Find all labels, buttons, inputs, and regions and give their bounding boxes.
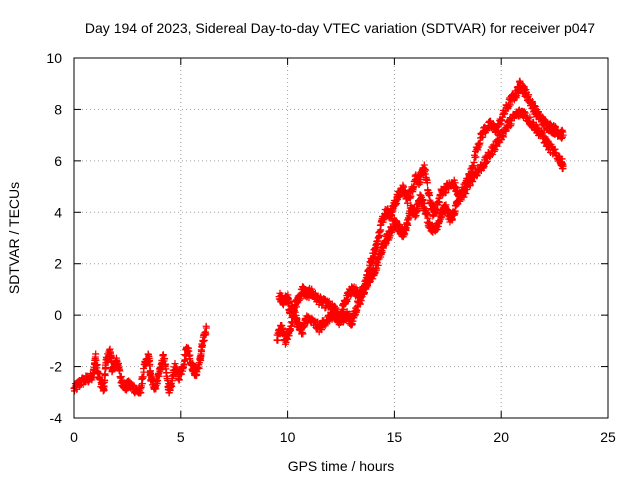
y-axis-label: SDTVAR / TECUs: [6, 182, 22, 294]
data-point: [171, 360, 179, 368]
x-tick-label: 5: [177, 429, 185, 445]
data-point: [299, 330, 307, 338]
data-point: [480, 163, 488, 171]
x-tick-labels: 0 5 10 15 20 25: [70, 429, 616, 445]
y-tick-label: 8: [54, 101, 62, 117]
plot-frame: [73, 57, 609, 419]
data-point: [140, 368, 148, 376]
data-point: [526, 113, 534, 121]
data-point: [293, 315, 301, 323]
y-tick-labels: -4 -2 0 2 4 6 8 10: [46, 50, 62, 426]
data-point: [422, 166, 430, 174]
data-point: [101, 372, 109, 380]
x-tick-label: 15: [387, 429, 403, 445]
y-tick-label: 4: [54, 204, 62, 220]
data-point: [407, 192, 415, 200]
data-point: [274, 336, 282, 344]
data-point: [416, 179, 424, 187]
data-point: [525, 91, 533, 99]
data-point: [202, 330, 210, 338]
data-point: [436, 198, 444, 206]
data-point: [448, 215, 456, 223]
x-tick-label: 10: [280, 429, 296, 445]
grid-lines: [74, 58, 608, 418]
y-tick-label: 2: [54, 256, 62, 272]
data-point: [291, 308, 299, 316]
data-point: [100, 386, 108, 394]
x-axis-label: GPS time / hours: [288, 458, 395, 474]
data-point: [462, 190, 470, 198]
data-point: [396, 221, 404, 229]
data-point: [93, 361, 101, 369]
data-point: [146, 360, 154, 368]
data-point: [433, 226, 441, 234]
data-point: [469, 178, 477, 186]
data-point: [285, 298, 293, 306]
x-tick-label: 20: [493, 429, 509, 445]
y-tick-label: 6: [54, 153, 62, 169]
data-point: [393, 200, 401, 208]
y-tick-label: -4: [50, 410, 63, 426]
data-point: [92, 350, 100, 358]
data-points: [70, 77, 567, 397]
data-point: [374, 261, 382, 269]
data-point: [473, 171, 481, 179]
data-point: [472, 153, 480, 161]
chart-title: Day 194 of 2023, Sidereal Day-to-day VTE…: [85, 20, 595, 36]
axis-ticks: [73, 57, 609, 419]
data-point: [414, 206, 422, 214]
data-point: [360, 289, 368, 297]
y-tick-label: -2: [50, 359, 63, 375]
data-point: [365, 279, 373, 287]
data-point: [558, 134, 566, 142]
data-point: [202, 324, 210, 332]
y-tick-label: 10: [46, 50, 62, 66]
data-point: [423, 179, 431, 187]
data-point: [186, 351, 194, 359]
x-tick-label: 0: [70, 429, 78, 445]
data-point: [493, 142, 501, 150]
x-tick-label: 25: [600, 429, 616, 445]
data-point: [559, 131, 567, 139]
data-point: [161, 354, 169, 362]
data-point: [499, 133, 507, 141]
data-point: [505, 103, 513, 111]
data-point: [470, 158, 478, 166]
data-point: [429, 212, 437, 220]
data-point: [531, 102, 539, 110]
data-point: [400, 183, 408, 191]
data-point: [559, 162, 567, 170]
y-tick-label: 0: [54, 307, 62, 323]
